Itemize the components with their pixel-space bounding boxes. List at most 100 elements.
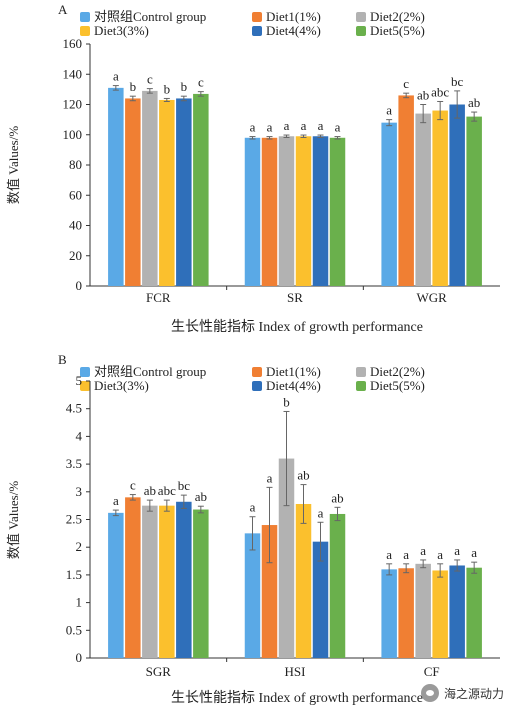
y-tick-label: 0	[76, 278, 83, 293]
legend-swatch	[252, 12, 262, 22]
significance-letter: a	[437, 547, 443, 562]
y-tick-label: 1	[76, 595, 83, 610]
significance-letter: ab	[331, 490, 343, 505]
significance-letter: a	[403, 547, 409, 562]
significance-letter: a	[386, 103, 392, 118]
legend-swatch	[356, 12, 366, 22]
bar	[432, 110, 448, 286]
bar	[142, 505, 158, 658]
legend-swatch	[356, 367, 366, 377]
bar	[295, 136, 312, 286]
significance-letter: b	[164, 81, 171, 96]
y-tick-label: 3	[76, 484, 83, 499]
bar	[261, 137, 278, 286]
bar	[159, 505, 175, 658]
y-tick-label: 80	[69, 157, 82, 172]
bar	[108, 87, 124, 286]
x-axis-label: 生长性能指标 Index of growth performance	[171, 319, 423, 335]
significance-letter: a	[335, 120, 341, 135]
bar	[193, 509, 209, 658]
legend-swatch	[252, 381, 262, 391]
significance-letter: a	[420, 543, 426, 558]
significance-letter: ab	[144, 483, 156, 498]
panel-label: B	[58, 352, 67, 367]
significance-letter: ab	[297, 468, 309, 483]
significance-letter: a	[284, 118, 290, 133]
significance-letter: a	[301, 118, 307, 133]
x-tick-label: HSI	[285, 664, 306, 679]
significance-letter: c	[198, 75, 204, 90]
legend-swatch	[252, 367, 262, 377]
legend-swatch	[80, 26, 90, 36]
significance-letter: b	[130, 79, 137, 94]
y-tick-label: 2.5	[66, 512, 82, 527]
significance-letter: c	[147, 72, 153, 87]
legend-label: Diet1(1%)	[266, 364, 321, 379]
bar	[381, 569, 397, 658]
y-axis-label: 数值 Values/%	[6, 126, 21, 205]
x-tick-label: CF	[424, 664, 440, 679]
bar	[244, 533, 261, 658]
bar	[261, 525, 278, 658]
y-tick-label: 4	[76, 428, 83, 443]
legend-label: Diet4(4%)	[266, 23, 321, 38]
legend-swatch	[80, 12, 90, 22]
y-tick-label: 60	[69, 187, 82, 202]
bar	[449, 104, 465, 286]
legend-label: Diet5(5%)	[370, 378, 425, 393]
significance-letter: b	[283, 394, 290, 409]
bar	[466, 567, 482, 658]
bar	[125, 497, 141, 658]
bar	[449, 565, 465, 658]
y-tick-label: 100	[63, 127, 83, 142]
significance-letter: a	[318, 118, 324, 133]
bar	[142, 90, 158, 286]
legend-label: 对照组Control group	[94, 9, 206, 24]
bar	[329, 513, 346, 658]
legend-label: Diet2(2%)	[370, 364, 425, 379]
y-tick-label: 160	[63, 36, 83, 51]
chart-panel-b: B 对照组Control group Diet1(1%) Diet2(2%) Diet3…	[6, 352, 500, 706]
significance-letter: ab	[468, 95, 480, 110]
significance-letter: a	[454, 543, 460, 558]
chart-panel-a: A 对照组Control group Diet1(1%) Diet2(2%) Diet3…	[6, 2, 500, 335]
bar	[125, 98, 141, 286]
bar	[432, 570, 448, 658]
bar	[329, 137, 346, 286]
y-tick-label: 1.5	[66, 567, 82, 582]
y-tick-label: 140	[63, 66, 83, 81]
watermark: 海之源动力	[420, 682, 504, 704]
bar	[159, 99, 175, 287]
significance-letter: bc	[451, 74, 464, 89]
legend-label: Diet3(3%)	[94, 378, 149, 393]
significance-letter: a	[471, 545, 477, 560]
y-tick-label: 0	[76, 650, 83, 665]
legend-label: Diet2(2%)	[370, 9, 425, 24]
y-tick-label: 20	[69, 248, 82, 263]
bar	[295, 503, 312, 658]
bar	[312, 136, 329, 286]
bar	[398, 95, 414, 286]
y-tick-label: 3.5	[66, 456, 82, 471]
significance-letter: bc	[178, 478, 191, 493]
legend-label: Diet5(5%)	[370, 23, 425, 38]
y-axis-label: 数值 Values/%	[6, 481, 21, 560]
legend-swatch	[80, 367, 90, 377]
panel-label: A	[58, 2, 68, 17]
y-tick-label: 5	[76, 373, 83, 388]
significance-letter: b	[181, 79, 188, 94]
x-tick-label: FCR	[146, 290, 171, 305]
significance-letter: a	[113, 493, 119, 508]
bar	[312, 541, 329, 658]
x-axis-label: 生长性能指标 Index of growth performance	[171, 690, 423, 706]
bar	[108, 512, 124, 658]
bar	[193, 93, 209, 286]
legend-swatch	[80, 381, 90, 391]
bar	[466, 116, 482, 286]
bar	[244, 137, 261, 286]
significance-letter: c	[403, 76, 409, 91]
watermark-text: 海之源动力	[443, 686, 504, 701]
y-tick-label: 120	[63, 97, 83, 112]
bar	[176, 98, 192, 286]
